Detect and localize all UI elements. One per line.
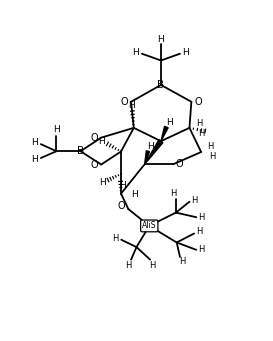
Text: O: O (90, 133, 98, 143)
Text: H: H (32, 155, 38, 164)
Text: O: O (121, 97, 128, 107)
Text: H: H (125, 261, 132, 269)
Text: H: H (198, 213, 205, 222)
Text: H: H (198, 129, 204, 138)
Text: H: H (207, 142, 214, 151)
Text: H: H (166, 118, 173, 127)
Text: H: H (150, 261, 156, 269)
Text: H: H (53, 125, 60, 134)
Text: H: H (209, 152, 215, 161)
Text: O: O (90, 160, 98, 169)
Text: H: H (198, 245, 205, 254)
Text: B: B (77, 146, 84, 156)
Text: H: H (119, 181, 126, 190)
Polygon shape (161, 127, 168, 141)
Text: H: H (196, 227, 202, 236)
Text: H: H (191, 196, 198, 205)
Text: AliS: AliS (142, 221, 156, 231)
Text: H: H (197, 119, 203, 128)
Text: H: H (32, 138, 38, 147)
Text: O: O (194, 97, 202, 107)
Text: H: H (131, 190, 137, 199)
Text: H: H (147, 142, 153, 151)
Polygon shape (145, 151, 150, 164)
Text: H: H (158, 35, 164, 44)
Text: H: H (98, 137, 105, 146)
Text: H: H (99, 178, 105, 187)
Text: H: H (179, 257, 186, 266)
Text: O: O (117, 201, 125, 211)
Text: B: B (157, 80, 165, 90)
Text: O: O (175, 159, 183, 169)
Text: H: H (129, 101, 135, 109)
Text: H: H (170, 189, 176, 198)
Text: H: H (133, 48, 139, 57)
Polygon shape (145, 140, 163, 164)
Text: H: H (183, 48, 189, 57)
Text: H: H (112, 234, 118, 243)
